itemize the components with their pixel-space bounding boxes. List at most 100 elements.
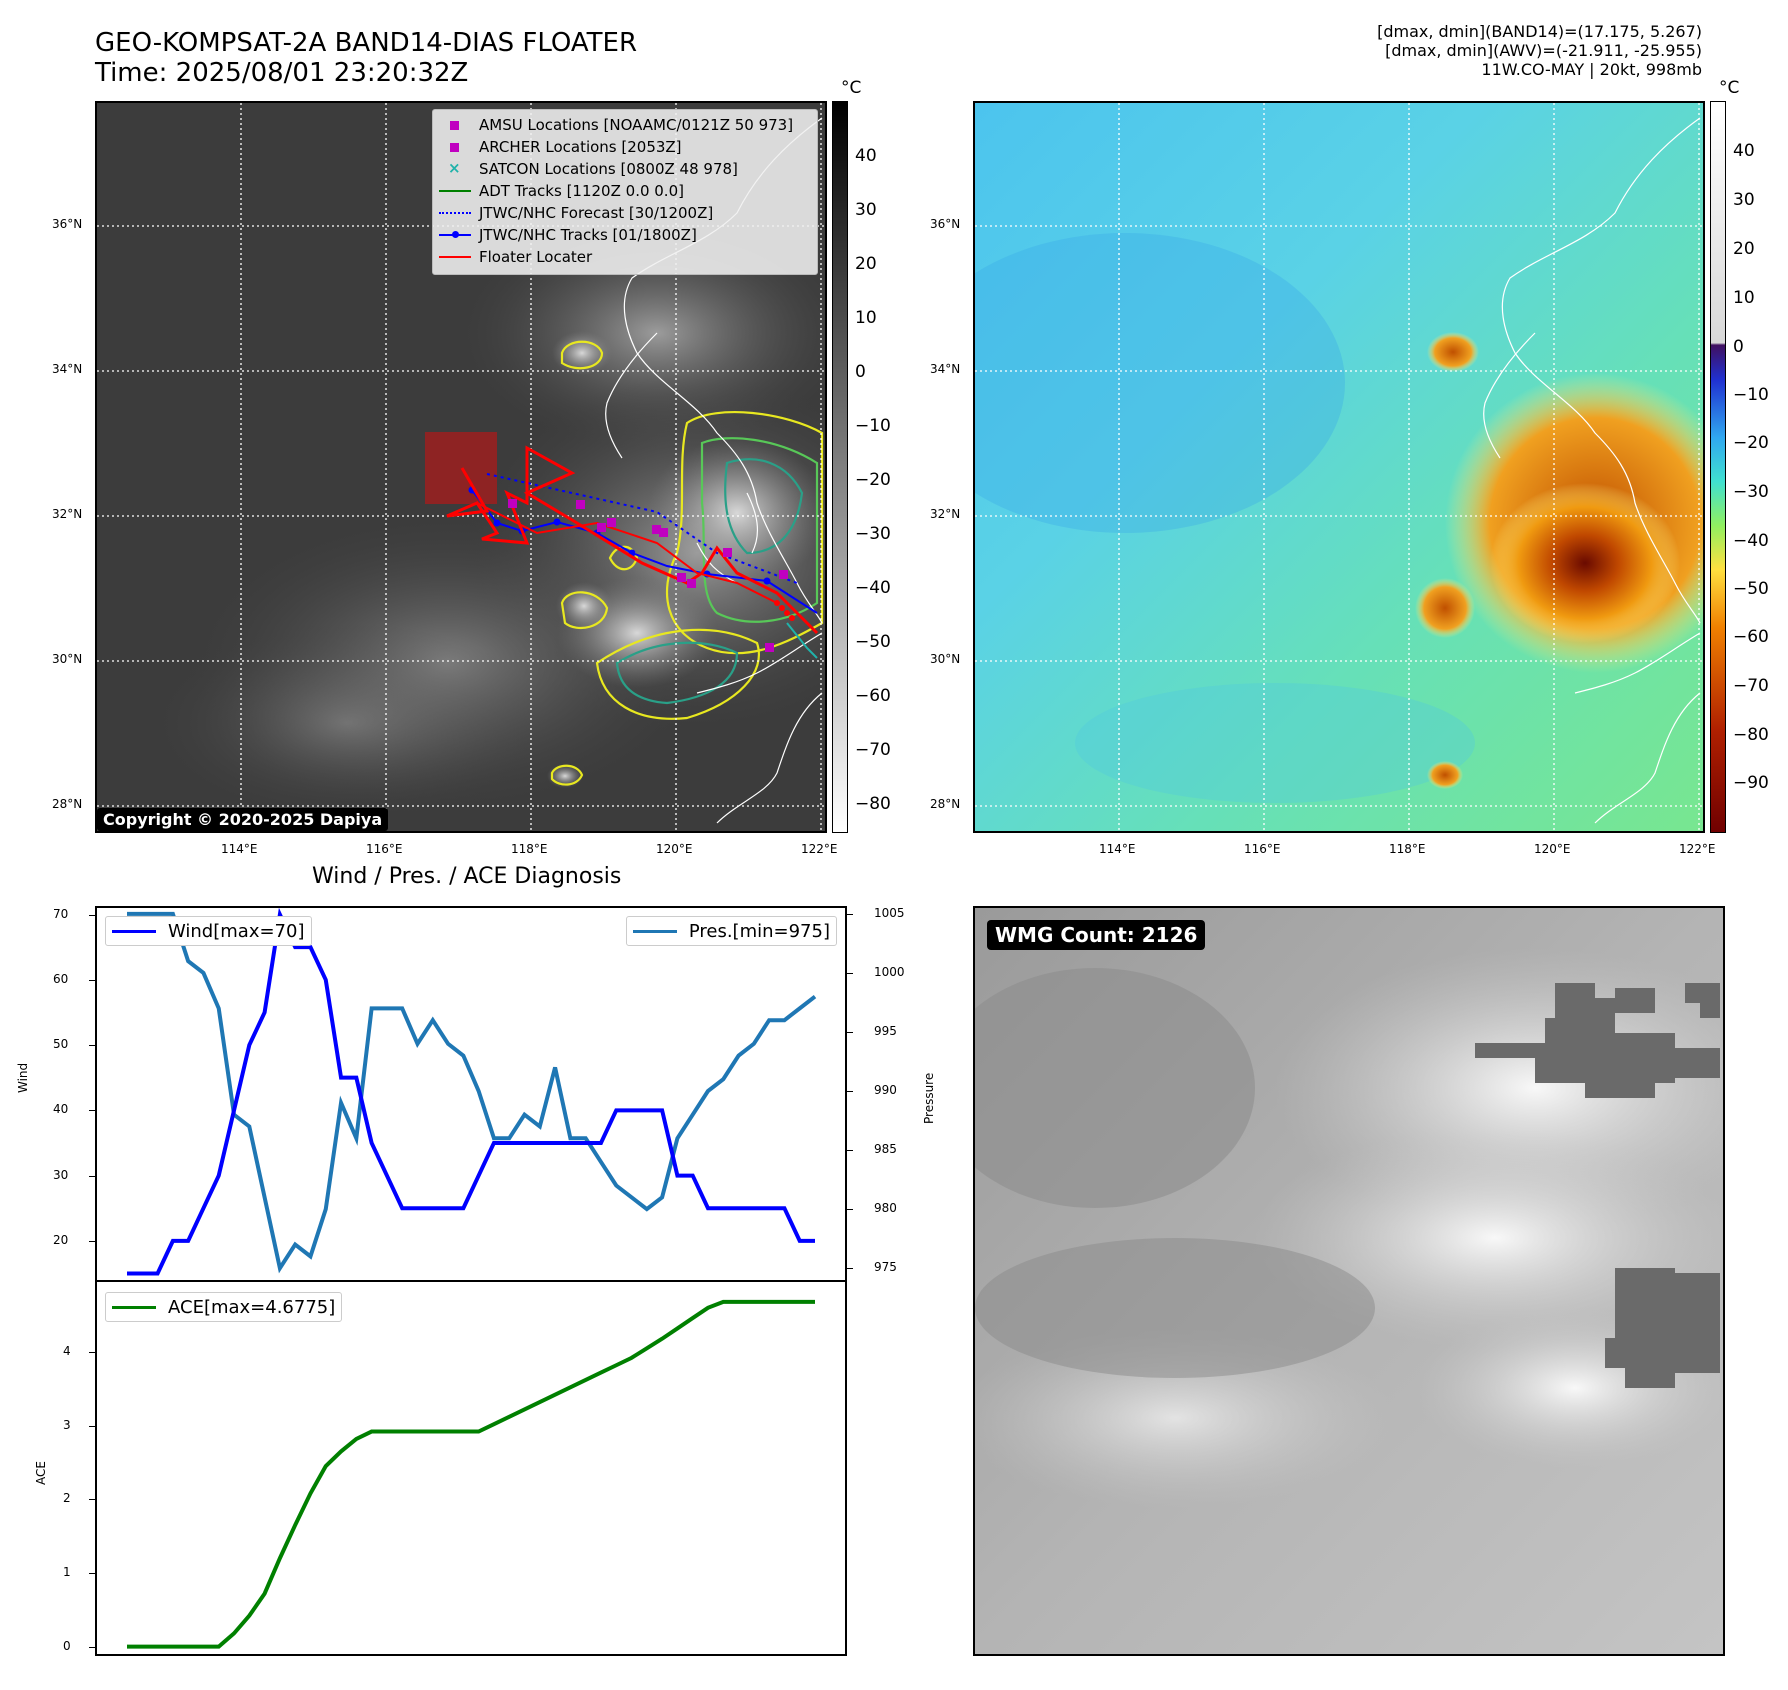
lat-tick: 34°N (930, 362, 961, 376)
ir-cb-tick: −50 (855, 632, 891, 652)
floater-line-icon (433, 246, 479, 268)
ir-cb-tick: 10 (855, 308, 877, 328)
wind-tick-label: 40 (53, 1102, 69, 1117)
ir-cb-tick: −80 (855, 794, 891, 814)
ir-cb-tick: −70 (855, 740, 891, 760)
info-block: [dmax, dmin](BAND14)=(17.175, 5.267) [dm… (1377, 22, 1702, 79)
wind-tick-label: 60 (53, 971, 69, 986)
lon-tick: 116°E (366, 842, 403, 856)
pres-legend-line-icon (632, 929, 677, 933)
wmg-count-badge: WMG Count: 2126 (987, 920, 1206, 950)
ir-cb-tick: 0 (855, 362, 866, 382)
legend-label: ADT Tracks [1120Z 0.0 0.0] (479, 182, 684, 200)
wind-axis-label: Wind (16, 1062, 30, 1093)
lon-tick: 120°E (656, 842, 693, 856)
info-awv: [dmax, dmin](AWV)=(-21.911, -25.955) (1385, 41, 1702, 60)
legend-item-floater: Floater Locater (433, 246, 592, 268)
ir-cb-tick: −30 (855, 524, 891, 544)
wv-colorbar-unit: °C (1719, 78, 1740, 98)
wv-cb-tick: −30 (1733, 482, 1769, 502)
ace-chart: ACE[max=4.6775] (95, 1280, 847, 1656)
pressure-tick-mark (847, 1150, 853, 1152)
ace-tick-label: 3 (63, 1417, 71, 1432)
lon-tick: 116°E (1244, 842, 1281, 856)
legend-label: AMSU Locations [NOAAMC/0121Z 50 973] (479, 116, 794, 134)
wv-cb-tick: −10 (1733, 385, 1769, 405)
pres-legend-label: Pres.[min=975] (688, 920, 830, 942)
ir-cb-tick: −10 (855, 416, 891, 436)
ace-legend-line-icon (112, 1305, 156, 1309)
archer-marker-icon (433, 136, 479, 158)
ace-tick-mark (89, 1646, 95, 1648)
ace-axis-label: ACE (34, 1461, 48, 1485)
ace-legend: ACE[max=4.6775] (105, 1292, 343, 1322)
pressure-tick-label: 975 (874, 1260, 897, 1275)
legend-label: SATCON Locations [0800Z 48 978] (479, 160, 738, 178)
ir-cb-tick: 40 (855, 146, 877, 166)
wv-cb-tick: 20 (1733, 239, 1755, 259)
ir-cb-tick: 30 (855, 200, 877, 220)
ir-cb-tick: −20 (855, 470, 891, 490)
amsu-marker-icon (433, 114, 479, 136)
lat-tick: 32°N (930, 507, 961, 521)
lat-tick: 36°N (52, 217, 83, 231)
wind-series-line (127, 908, 815, 1276)
wv-cb-tick: −90 (1733, 773, 1769, 793)
lon-tick: 114°E (221, 842, 258, 856)
lat-tick: 30°N (52, 652, 83, 666)
ir-colorbar (832, 101, 848, 833)
pres-legend: Pres.[min=975] (625, 916, 837, 946)
wv-cb-tick: −40 (1733, 531, 1769, 551)
pressure-tick-mark (847, 1091, 853, 1093)
wind-pressure-plot (127, 908, 817, 1276)
ace-legend-label: ACE[max=4.6775] (168, 1296, 336, 1318)
pressure-tick-mark (847, 1268, 853, 1270)
wind-legend-label: Wind[max=70] (168, 920, 305, 942)
wind-tick-label: 50 (53, 1037, 69, 1052)
wind-tick-label: 30 (53, 1167, 69, 1182)
legend-label: ARCHER Locations [2053Z] (479, 138, 682, 156)
ace-tick-label: 1 (63, 1564, 71, 1579)
pressure-tick-label: 985 (874, 1142, 897, 1157)
lon-tick: 122°E (801, 842, 838, 856)
wv-cb-tick: −60 (1733, 627, 1769, 647)
ir-cb-tick: −40 (855, 578, 891, 598)
tracks-line-dot-icon (433, 224, 479, 246)
legend-item-archer: ARCHER Locations [2053Z] (433, 136, 682, 158)
lat-tick: 28°N (930, 797, 961, 811)
wv-cb-tick: −70 (1733, 676, 1769, 696)
ace-tick-mark (89, 1499, 95, 1501)
legend-item-tracks: JTWC/NHC Tracks [01/1800Z] (433, 224, 697, 246)
wmg-image (975, 908, 1723, 1654)
ace-tick-label: 4 (63, 1343, 71, 1358)
lon-tick: 118°E (1389, 842, 1426, 856)
ace-tick-mark (89, 1425, 95, 1427)
wv-cb-tick: 10 (1733, 288, 1755, 308)
wv-map-image (975, 103, 1703, 831)
copyright-badge: Copyright © 2020-2025 Dapiya (97, 808, 389, 831)
legend-label: JTWC/NHC Tracks [01/1800Z] (479, 226, 697, 244)
wind-tick-label: 70 (53, 906, 69, 921)
lat-tick: 34°N (52, 362, 83, 376)
wmg-panel: WMG Count: 2126 (973, 906, 1725, 1656)
lat-tick: 28°N (52, 797, 83, 811)
legend-item-forecast: JTWC/NHC Forecast [30/1200Z] (433, 202, 713, 224)
satcon-x-icon: × (448, 159, 461, 177)
ir-colorbar-unit: °C (841, 78, 862, 98)
legend-item-adt: ADT Tracks [1120Z 0.0 0.0] (433, 180, 684, 202)
pressure-series-line (127, 911, 817, 1274)
time-label: Time: 2025/08/01 23:20:32Z (95, 58, 469, 88)
lon-tick: 114°E (1099, 842, 1136, 856)
wind-tick-mark (89, 1240, 95, 1242)
adt-line-icon (433, 180, 479, 202)
pressure-tick-mark (847, 972, 853, 974)
pressure-tick-label: 995 (874, 1024, 897, 1038)
wv-cb-tick: 40 (1733, 141, 1755, 161)
diag-title: Wind / Pres. / ACE Diagnosis (312, 864, 622, 889)
lon-tick: 118°E (511, 842, 548, 856)
ace-plot (127, 1299, 815, 1649)
page-title: GEO-KOMPSAT-2A BAND14-DIAS FLOATER (95, 28, 638, 58)
lat-tick: 36°N (930, 217, 961, 231)
wind-tick-mark (89, 1175, 95, 1177)
pressure-tick-mark (847, 1209, 853, 1211)
